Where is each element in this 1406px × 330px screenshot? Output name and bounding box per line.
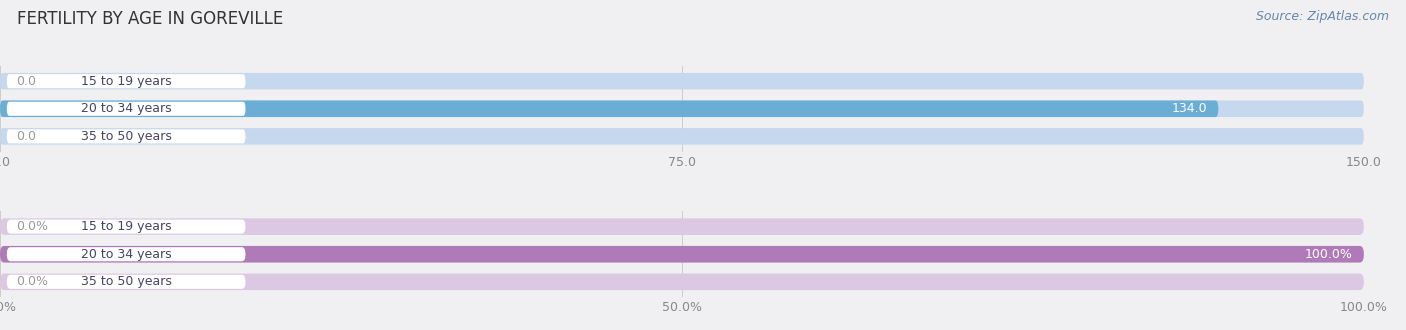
FancyBboxPatch shape (7, 275, 246, 289)
Text: 35 to 50 years: 35 to 50 years (80, 130, 172, 143)
FancyBboxPatch shape (0, 246, 1364, 262)
FancyBboxPatch shape (0, 274, 1364, 290)
Text: 100.0%: 100.0% (1305, 248, 1353, 261)
FancyBboxPatch shape (0, 101, 1219, 117)
Text: 15 to 19 years: 15 to 19 years (80, 75, 172, 88)
FancyBboxPatch shape (0, 246, 1364, 262)
Text: Source: ZipAtlas.com: Source: ZipAtlas.com (1256, 10, 1389, 23)
FancyBboxPatch shape (0, 128, 1364, 145)
Text: 20 to 34 years: 20 to 34 years (80, 248, 172, 261)
FancyBboxPatch shape (7, 74, 246, 88)
FancyBboxPatch shape (0, 101, 1364, 117)
Text: 0.0%: 0.0% (17, 220, 48, 233)
FancyBboxPatch shape (7, 129, 246, 144)
Text: FERTILITY BY AGE IN GOREVILLE: FERTILITY BY AGE IN GOREVILLE (17, 10, 283, 28)
Text: 15 to 19 years: 15 to 19 years (80, 220, 172, 233)
FancyBboxPatch shape (7, 247, 246, 261)
Text: 35 to 50 years: 35 to 50 years (80, 275, 172, 288)
Text: 134.0: 134.0 (1171, 102, 1208, 115)
Text: 0.0%: 0.0% (17, 275, 48, 288)
FancyBboxPatch shape (7, 219, 246, 234)
Text: 20 to 34 years: 20 to 34 years (80, 102, 172, 115)
FancyBboxPatch shape (0, 218, 1364, 235)
Text: 0.0: 0.0 (17, 130, 37, 143)
Text: 0.0: 0.0 (17, 75, 37, 88)
FancyBboxPatch shape (0, 73, 1364, 89)
FancyBboxPatch shape (7, 102, 246, 116)
